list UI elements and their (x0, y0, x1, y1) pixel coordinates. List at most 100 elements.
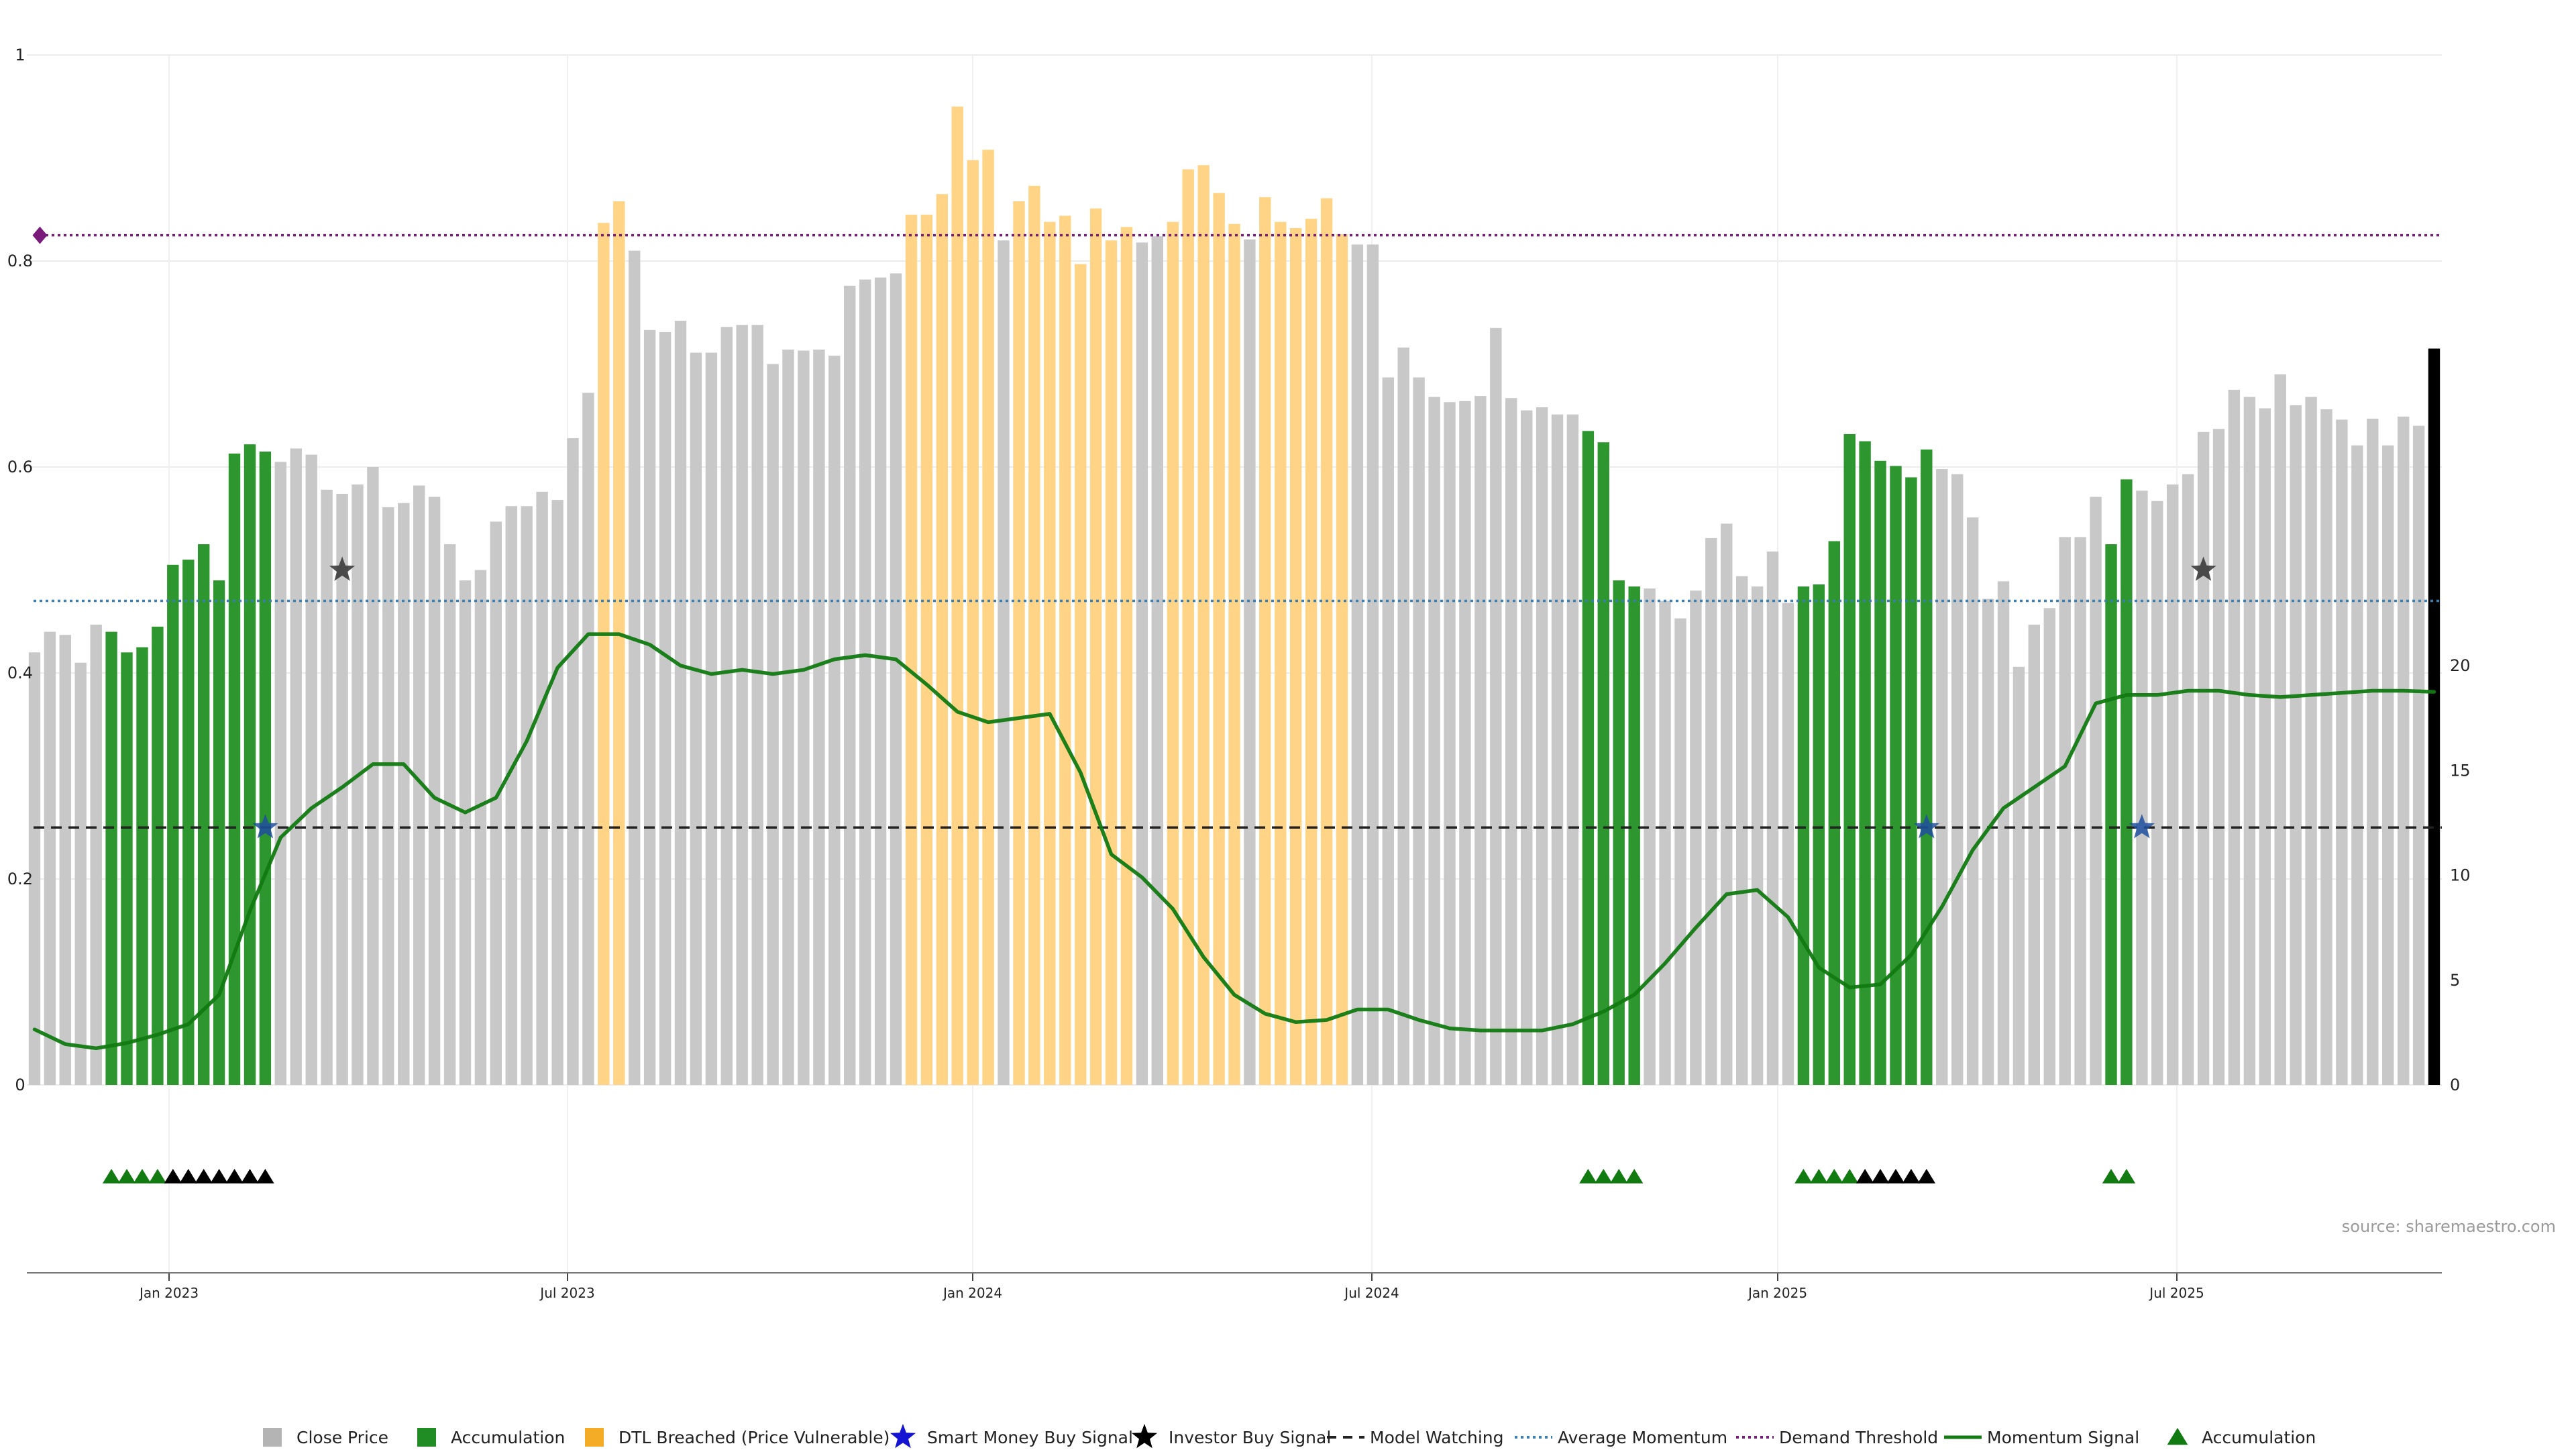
bar (1320, 198, 1333, 1085)
bar (1013, 201, 1025, 1085)
bar (828, 356, 841, 1086)
legend-swatch (417, 1428, 436, 1447)
bar (505, 506, 517, 1085)
bar (121, 652, 133, 1085)
bar (59, 635, 71, 1085)
bar (1028, 185, 1040, 1085)
legend-item: Close Price (263, 1428, 388, 1447)
bar (443, 544, 456, 1085)
y-left-tick-label: 0.4 (7, 664, 33, 682)
accumulation-marker (1794, 1169, 1813, 1184)
bar (1228, 223, 1240, 1086)
bar (28, 652, 41, 1085)
bar (1843, 433, 1856, 1085)
investor-signal-star (2190, 556, 2216, 581)
bars-layer (28, 106, 2440, 1086)
bar (367, 467, 379, 1085)
bar (1151, 236, 1163, 1086)
bar (1120, 227, 1133, 1085)
accumulation-marker (256, 1169, 274, 1184)
bar (1690, 590, 1702, 1085)
bar (751, 325, 763, 1086)
y-left-tick-label: 0.2 (7, 870, 33, 888)
bar (2197, 431, 2210, 1085)
bar (2274, 374, 2286, 1085)
bar (152, 626, 164, 1085)
legend-label: Smart Money Buy Signal (927, 1428, 1133, 1447)
bar (213, 580, 225, 1085)
bar (551, 500, 564, 1085)
bar (2351, 445, 2363, 1085)
bar (2259, 408, 2271, 1085)
bar (1105, 240, 1118, 1085)
bar (2228, 389, 2241, 1085)
bar (967, 160, 979, 1086)
legend-item: Average Momentum (1515, 1428, 1727, 1447)
bar (1167, 221, 1179, 1086)
bar (1089, 208, 1102, 1086)
bar (1797, 586, 1810, 1085)
x-tick-label: Jul 2023 (539, 1285, 594, 1301)
x-tick-label: Jul 2024 (1343, 1285, 1399, 1301)
legend-label: Investor Buy Signal (1169, 1428, 1331, 1447)
bar (521, 506, 533, 1085)
bar (2090, 497, 2102, 1085)
bar (2290, 405, 2302, 1085)
legend-label: Accumulation (2202, 1428, 2316, 1447)
bar (2428, 348, 2440, 1085)
bar (1336, 234, 1348, 1086)
accumulation-marker (1810, 1169, 1828, 1184)
bar (352, 484, 364, 1085)
bar (1428, 397, 1440, 1085)
bar (1828, 541, 1840, 1085)
bar (167, 564, 179, 1085)
x-tick-label: Jul 2025 (2148, 1285, 2204, 1301)
y-left-tick-label: 0.6 (7, 458, 33, 476)
level-lines-layer (34, 234, 2442, 829)
bar (2305, 397, 2317, 1085)
bar (936, 194, 948, 1086)
accumulation-marker (133, 1169, 152, 1184)
bar (659, 331, 672, 1085)
momentum-layer (32, 632, 2436, 1051)
accumulation-marker (241, 1169, 259, 1184)
accumulation-marker (148, 1169, 167, 1184)
bar (1736, 576, 1748, 1085)
demand-threshold-marker (32, 226, 48, 244)
bar (1813, 584, 1825, 1085)
bar (998, 240, 1010, 1085)
accumulation-marker (195, 1169, 213, 1184)
x-tick-label: Jan 2024 (942, 1285, 1002, 1301)
bar (198, 544, 210, 1085)
bar (1890, 466, 1902, 1085)
bar (459, 580, 472, 1085)
bar (1951, 474, 1964, 1085)
bar (1628, 586, 1640, 1085)
bar (598, 223, 610, 1086)
legend-swatch (585, 1428, 604, 1447)
bar (1521, 410, 1533, 1085)
bar (2167, 484, 2179, 1085)
bar (1474, 396, 1487, 1085)
bar (1366, 244, 1379, 1085)
bar (228, 454, 241, 1085)
bar (382, 507, 394, 1085)
bar (274, 462, 286, 1085)
bar (767, 364, 779, 1085)
bar (490, 521, 502, 1085)
bar (1659, 601, 1671, 1085)
accumulation-marker (1825, 1169, 1843, 1184)
bar (2243, 397, 2256, 1085)
bar (905, 214, 918, 1085)
bar (951, 106, 963, 1086)
bar (1936, 469, 1948, 1085)
bar (1505, 398, 1517, 1085)
y-right-tick-label: 15 (2450, 761, 2471, 780)
bar (1566, 414, 1579, 1085)
bar (1397, 347, 1409, 1085)
bar (982, 150, 994, 1086)
accumulation-marker (210, 1169, 228, 1184)
bar (413, 485, 425, 1085)
bar (2121, 479, 2133, 1085)
